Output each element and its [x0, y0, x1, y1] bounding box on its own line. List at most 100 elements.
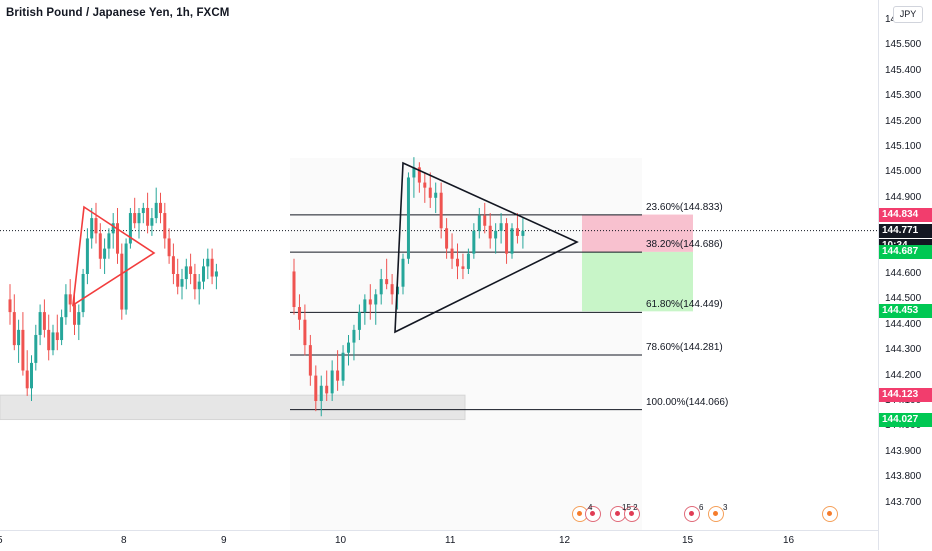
price-tick: 144.600	[885, 268, 922, 279]
candle-body	[488, 225, 492, 239]
candle-body	[428, 187, 432, 198]
candle-body	[450, 248, 454, 259]
candle-body	[159, 202, 162, 214]
price-axis[interactable]: 145.600145.500145.400145.300145.200145.1…	[878, 0, 932, 550]
candle-body	[60, 317, 64, 341]
candle-body	[150, 218, 154, 226]
candle-body	[494, 230, 498, 239]
symbol-title: British Pound / Japanese Yen, 1h, FXCM	[6, 7, 230, 19]
candle-body	[417, 167, 421, 183]
candle-body	[51, 332, 55, 351]
price-tick: 143.900	[885, 445, 922, 457]
candle-body	[202, 266, 205, 282]
candle-body	[167, 238, 171, 257]
candle-body	[81, 274, 85, 313]
fib-level-label: 78.60%(144.281)	[646, 342, 723, 354]
stop-zone[interactable]	[582, 214, 693, 252]
candle-body	[94, 218, 98, 234]
event-count: 15 2	[622, 503, 638, 512]
candle-body	[368, 299, 372, 305]
price-tick: 145.500	[885, 39, 922, 51]
candle-body	[466, 253, 470, 269]
price-badge: 144.027	[879, 412, 932, 427]
candle-body	[445, 228, 449, 249]
candle-body	[379, 279, 383, 295]
candle-body	[154, 202, 158, 219]
currency-button[interactable]: JPY	[893, 6, 923, 23]
candle-body	[510, 228, 514, 254]
candle-body	[505, 223, 509, 254]
candle-body	[137, 213, 141, 224]
candle-body	[77, 312, 81, 325]
candle-body	[325, 385, 329, 394]
candle-body	[85, 238, 89, 274]
candle-body	[120, 253, 124, 310]
candle-body	[477, 215, 481, 231]
candle-body	[73, 304, 76, 325]
candle-body	[163, 213, 167, 239]
price-badge: 144.687	[879, 244, 932, 259]
price-tick: 145.200	[885, 115, 922, 127]
target-zone[interactable]	[582, 251, 693, 312]
event-icon[interactable]	[684, 506, 700, 522]
chart-area[interactable]: British Pound / Japanese Yen, 1h, FXCM 2…	[0, 0, 878, 530]
candle-body	[390, 284, 394, 295]
candle-body	[111, 223, 115, 234]
event-dot-icon	[713, 511, 718, 516]
candle-body	[434, 192, 438, 198]
event-icon[interactable]	[585, 506, 601, 522]
candle-body	[206, 258, 210, 267]
candle-body	[98, 233, 102, 259]
session-highlight	[290, 158, 642, 530]
candle-body	[499, 223, 503, 231]
candle-body	[30, 362, 33, 389]
price-tick: 145.300	[885, 90, 922, 102]
price-tick: 143.700	[885, 496, 922, 508]
event-icon[interactable]	[572, 506, 588, 522]
candle-body	[341, 352, 345, 381]
price-badge: 144.834	[879, 207, 932, 222]
candle-body	[141, 207, 145, 214]
event-dot-icon	[629, 511, 634, 516]
time-axis[interactable]: 5 8 9 10 11 12 15 16	[0, 530, 878, 551]
candle-body	[521, 230, 525, 236]
price-badge: 144.453	[879, 304, 932, 319]
candle-body	[357, 312, 361, 330]
price-tick: 144.300	[885, 344, 922, 356]
event-dot-icon	[827, 511, 832, 516]
symmetrical-triangle-pattern[interactable]	[394, 161, 579, 334]
event-dot-icon	[689, 511, 694, 516]
price-tick: 144.500	[885, 293, 922, 305]
chart-plot[interactable]	[0, 0, 878, 530]
candle-body	[297, 307, 301, 320]
time-label: 5	[0, 535, 3, 546]
event-icon[interactable]	[624, 506, 640, 522]
support-zone[interactable]	[0, 394, 466, 421]
candle-body	[483, 215, 487, 226]
candle-body	[401, 258, 405, 287]
candle-body	[406, 177, 410, 259]
candle-body	[303, 319, 307, 346]
candle-body	[308, 345, 312, 376]
time-label: 12	[559, 535, 571, 546]
price-badge: 144.123	[879, 388, 932, 403]
candle-body	[347, 342, 350, 353]
candle-body	[330, 370, 334, 394]
candle-body	[515, 228, 519, 236]
small-triangle-pattern[interactable]	[72, 205, 156, 307]
price-tick: 144.400	[885, 318, 922, 330]
candle-body	[184, 266, 188, 280]
candle-body	[314, 375, 318, 401]
event-icon[interactable]	[822, 506, 838, 522]
candle-body	[210, 258, 214, 277]
event-dot-icon	[615, 511, 620, 516]
candle-body	[90, 218, 94, 239]
fib-level-label: 100.00%(144.066)	[646, 396, 729, 408]
candle-body	[214, 271, 218, 277]
price-tick: 145.400	[885, 64, 922, 76]
fib-retracement[interactable]	[290, 214, 642, 411]
event-count: 3	[723, 503, 728, 512]
price-badge: 144.771	[879, 223, 932, 238]
candle-body	[461, 266, 465, 269]
event-icon[interactable]	[708, 506, 724, 522]
